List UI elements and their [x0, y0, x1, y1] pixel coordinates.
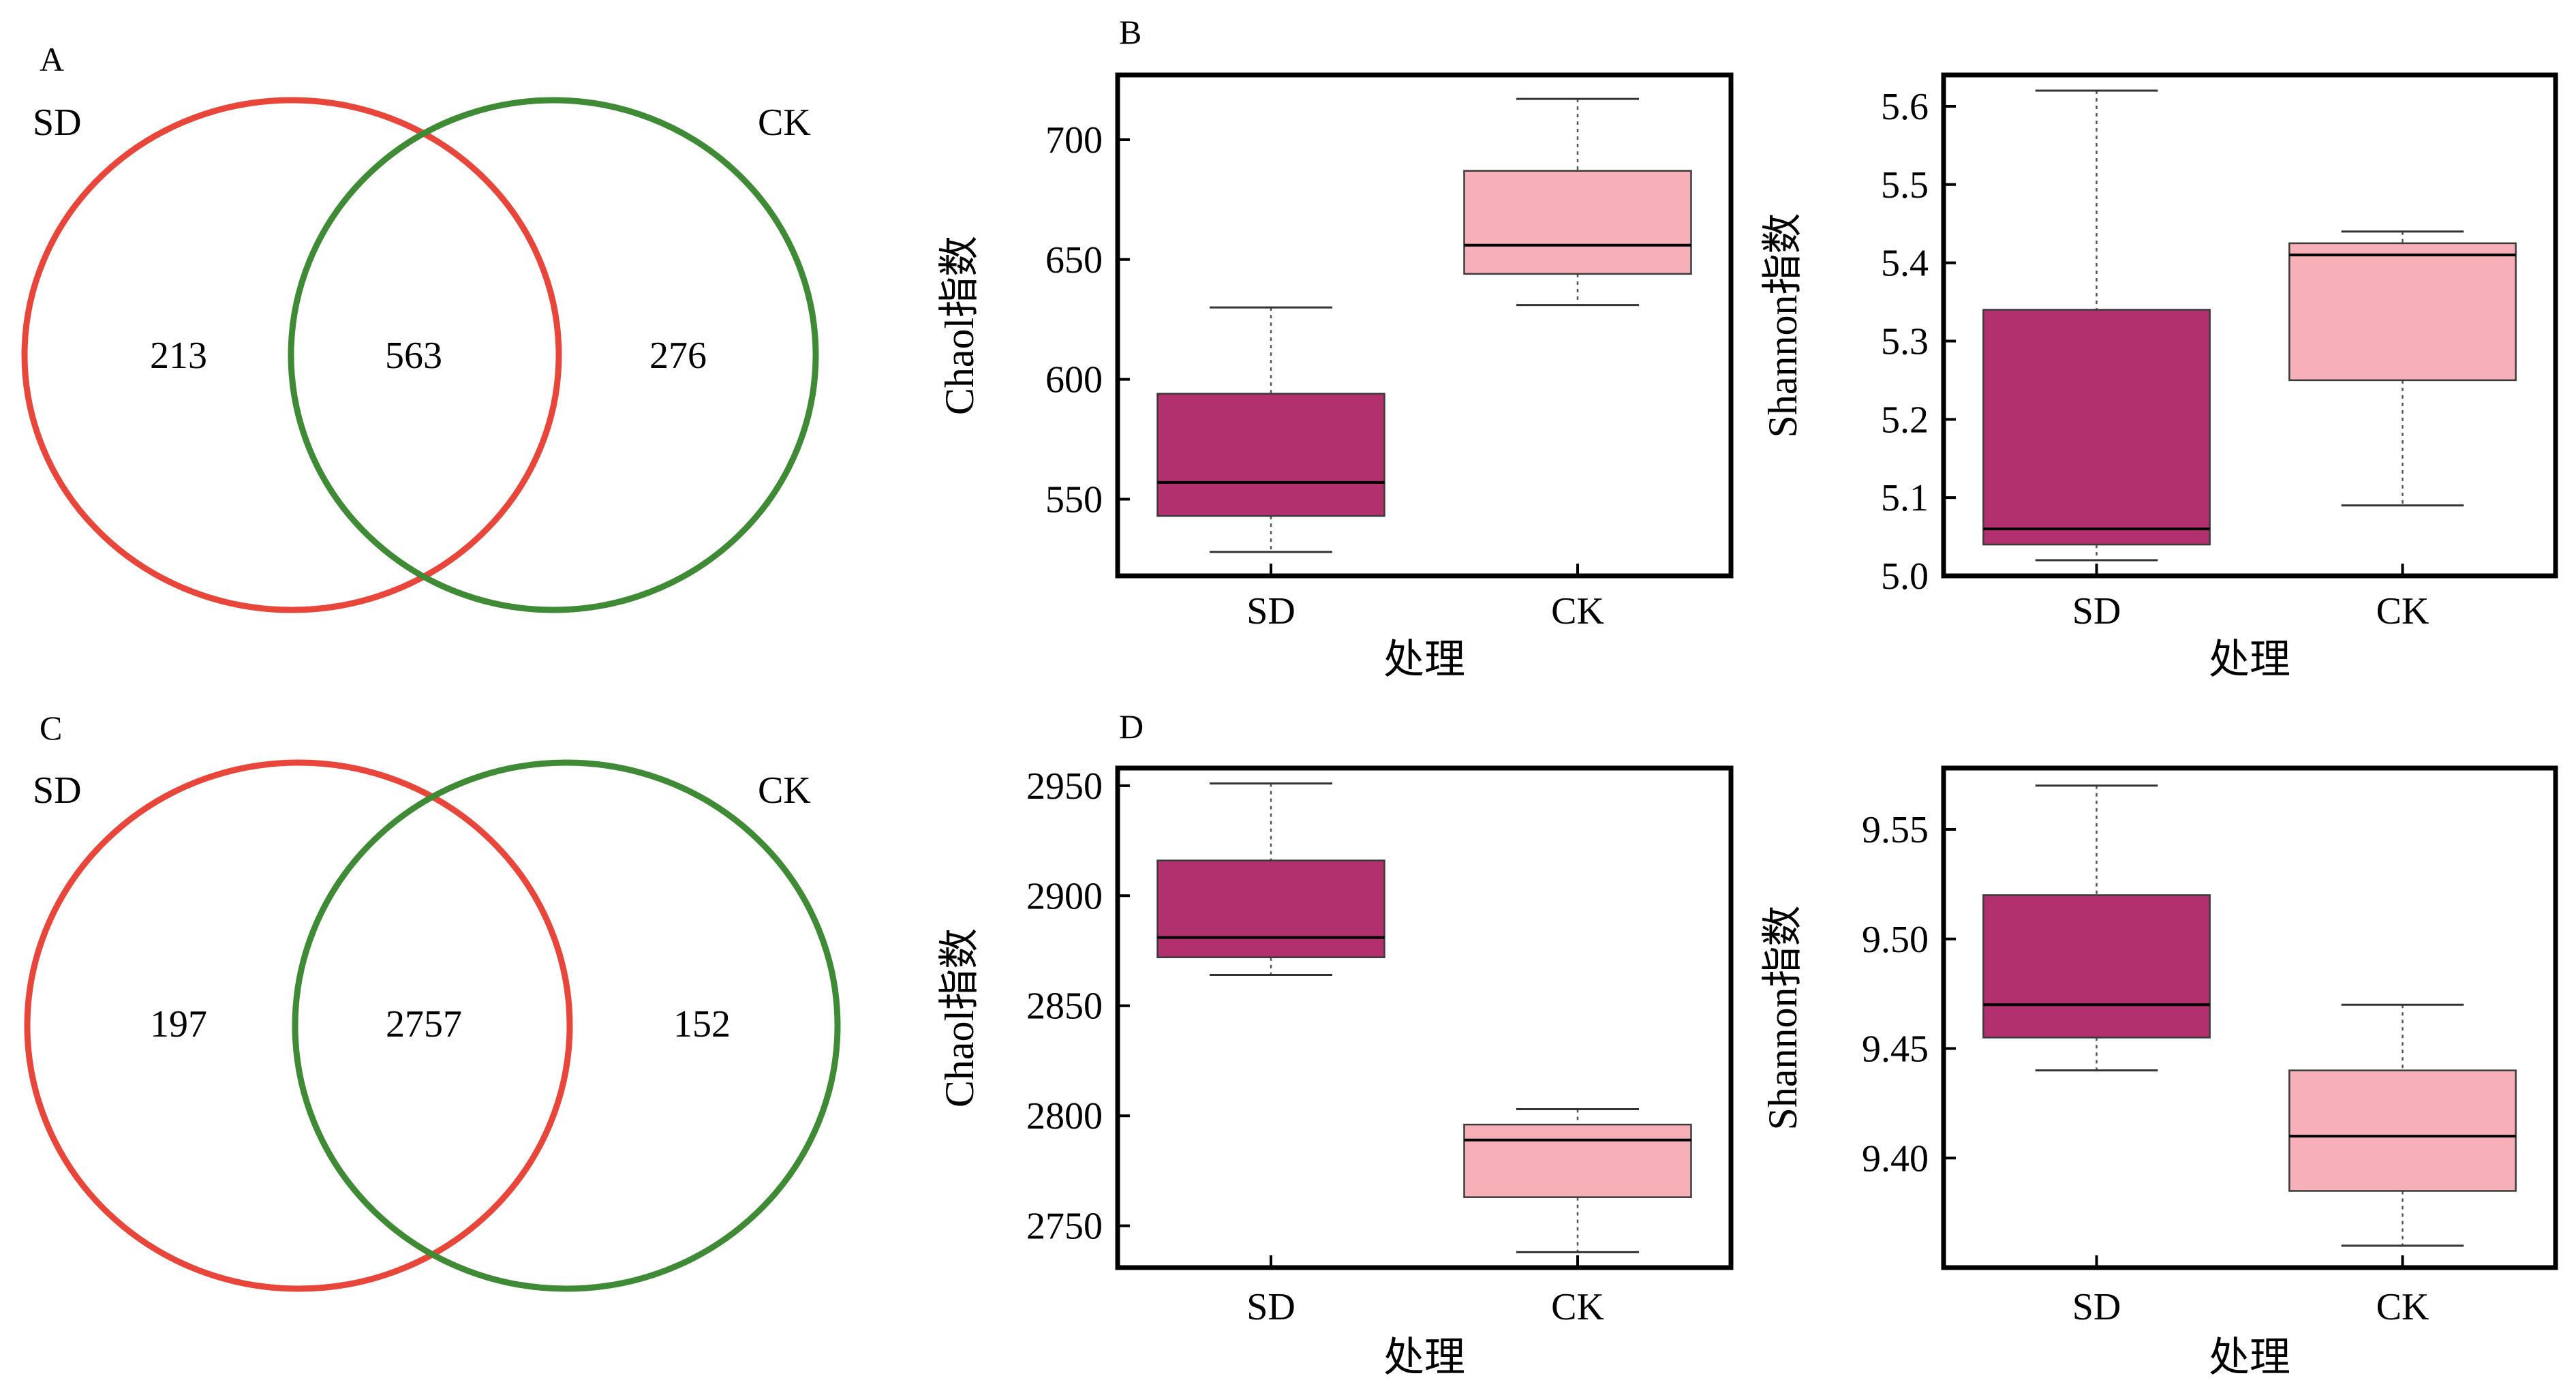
- x-tick-label: CK: [2376, 1286, 2429, 1328]
- y-axis-title: Shannon指数: [1760, 906, 1805, 1131]
- x-axis-title: 处理: [2209, 1335, 2290, 1380]
- x-axis-title: 处理: [2209, 637, 2290, 682]
- venn-circle-sd: [24, 759, 573, 1292]
- y-tick-label: 5.6: [1881, 86, 1929, 128]
- y-axis-title: Chaol指数: [937, 236, 982, 415]
- plot-frame: [1941, 72, 2558, 579]
- panel-letter-b: B: [1119, 13, 1141, 51]
- venn-count-shared: 563: [385, 335, 442, 377]
- plot-frame: [1115, 72, 1734, 579]
- venn-circle-sd: [21, 97, 562, 613]
- venn-panel-c: C SD CK 197 2757 152: [24, 709, 841, 1292]
- venn-label-ck: CK: [758, 769, 811, 812]
- y-tick-label: 9.45: [1862, 1028, 1929, 1071]
- venn-count-shared: 2757: [386, 1003, 462, 1045]
- venn-panel-a: A SD CK 213 563 276: [21, 40, 819, 613]
- venn-label-sd: SD: [33, 769, 82, 812]
- venn-label-ck: CK: [758, 102, 811, 144]
- x-tick-label: SD: [2072, 590, 2121, 632]
- x-tick-label: CK: [2376, 590, 2429, 632]
- box-sd: [1156, 859, 1385, 958]
- y-tick-label: 9.40: [1862, 1137, 1929, 1180]
- y-tick-label: 5.0: [1881, 555, 1929, 598]
- boxplot-shannon-b: 5.0 5.1 5.2 5.3 5.4 5.5 5.6 SD CK 处理 Shannon指数: [1760, 72, 2558, 682]
- y-tick-label: 550: [1045, 478, 1103, 521]
- y-tick-label: 5.2: [1881, 399, 1929, 441]
- panel-letter-d: D: [1119, 707, 1144, 746]
- boxplot-chao1-b: 550 600 650 700 SD CK 处理 Chaol指数: [937, 72, 1734, 682]
- y-axis-title: Chaol指数: [937, 928, 982, 1107]
- y-tick-label: 9.50: [1862, 919, 1929, 961]
- panel-letter-a: A: [40, 40, 64, 78]
- y-tick-label: 2750: [1026, 1206, 1103, 1248]
- box-ck: [2288, 242, 2517, 382]
- y-tick-label: 650: [1045, 239, 1103, 281]
- y-tick-label: 2950: [1026, 765, 1103, 808]
- y-tick-label: 2900: [1026, 875, 1103, 917]
- y-tick-label: 5.3: [1881, 320, 1929, 363]
- x-tick-label: CK: [1551, 1286, 1604, 1328]
- y-tick-label: 2850: [1026, 985, 1103, 1028]
- x-tick-label: CK: [1551, 590, 1604, 632]
- boxplot-chao1-d: 2750 2800 2850 2900 2950 SD CK 处理 Chaol指数: [937, 765, 1734, 1380]
- venn-circle-ck: [292, 759, 841, 1292]
- panel-letter-c: C: [40, 709, 62, 747]
- box-ck: [2288, 1069, 2517, 1192]
- y-tick-label: 5.4: [1881, 243, 1929, 285]
- y-tick-label: 700: [1045, 119, 1103, 162]
- y-axis-title: Shannon指数: [1760, 213, 1805, 438]
- venn-count-ck-only: 152: [673, 1003, 731, 1045]
- y-tick-label: 600: [1045, 359, 1103, 401]
- venn-count-sd-only: 197: [150, 1003, 207, 1045]
- box-sd: [1156, 393, 1385, 517]
- x-axis-title: 处理: [1383, 637, 1465, 682]
- y-tick-label: 5.5: [1881, 164, 1929, 206]
- x-tick-label: SD: [2072, 1286, 2121, 1328]
- box-ck: [1463, 1123, 1692, 1198]
- venn-circle-ck: [288, 97, 819, 613]
- venn-label-sd: SD: [33, 102, 82, 144]
- plot-frame: [1115, 765, 1734, 1270]
- y-tick-label: 9.55: [1862, 809, 1929, 851]
- x-axis-title: 处理: [1383, 1335, 1465, 1380]
- x-tick-label: SD: [1246, 1286, 1295, 1328]
- box-ck: [1463, 170, 1692, 275]
- plot-frame: [1941, 765, 2558, 1270]
- y-tick-label: 2800: [1026, 1095, 1103, 1137]
- venn-count-ck-only: 276: [649, 335, 707, 377]
- venn-count-sd-only: 213: [150, 335, 207, 377]
- x-tick-label: SD: [1246, 590, 1295, 632]
- y-tick-label: 5.1: [1881, 477, 1929, 519]
- box-sd: [1982, 309, 2211, 546]
- box-sd: [1982, 894, 2211, 1039]
- boxplot-shannon-d: 9.40 9.45 9.50 9.55 SD CK 处理 Shannon指数: [1760, 765, 2558, 1380]
